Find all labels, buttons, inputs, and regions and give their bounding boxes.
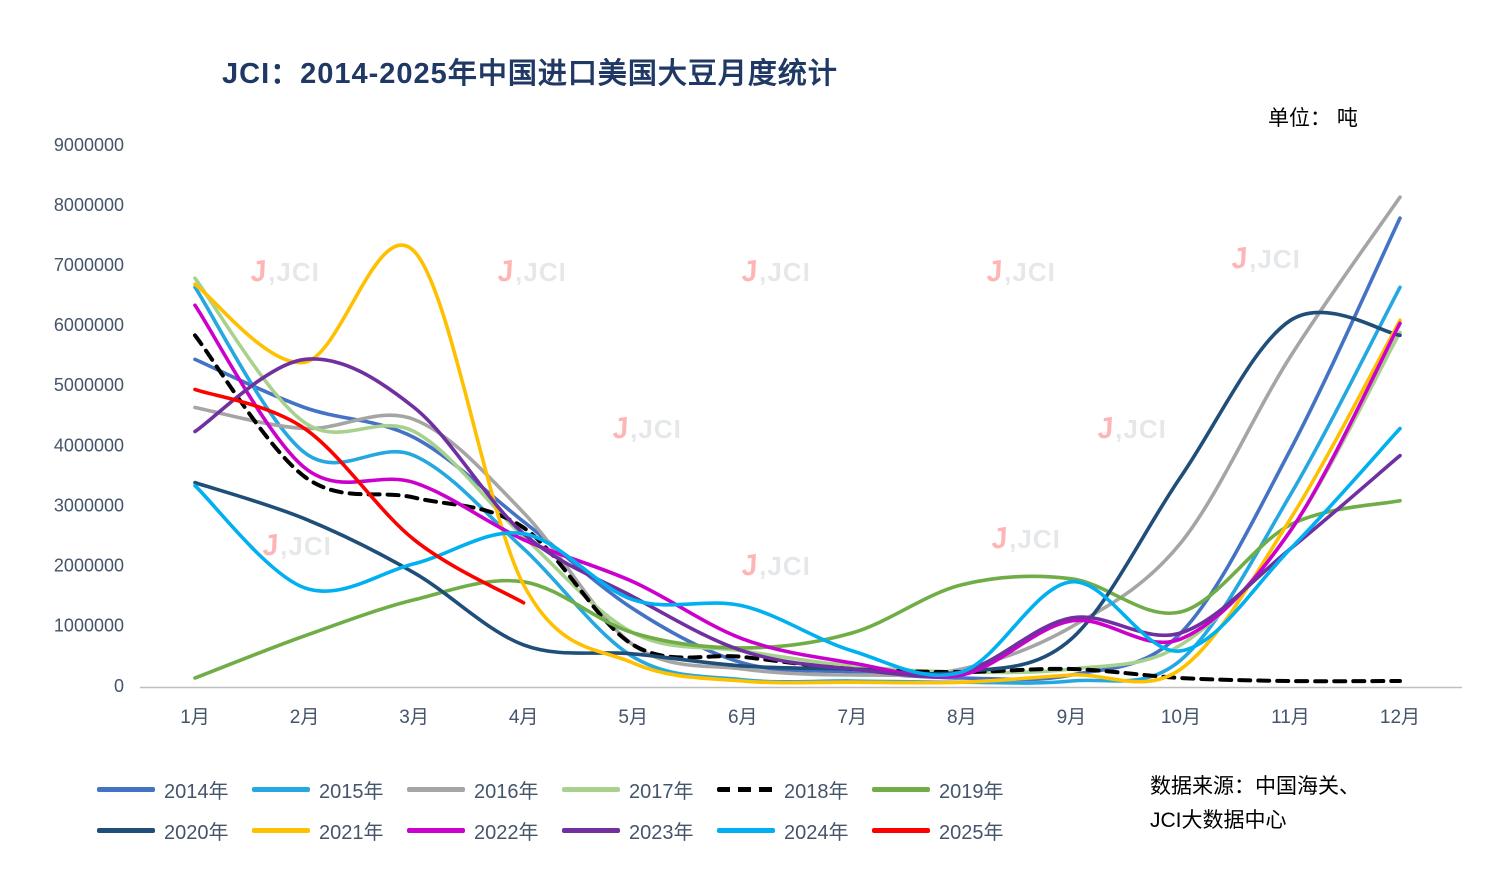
legend-item-2023年: 2023年 bbox=[562, 816, 717, 845]
legend-swatch bbox=[97, 828, 155, 833]
jci-watermark: J ,JCI bbox=[739, 549, 811, 583]
legend-label: 2021年 bbox=[319, 822, 384, 844]
jci-watermark-text: ,JCI bbox=[759, 551, 811, 581]
jci-watermark: J ,JCI bbox=[984, 255, 1056, 289]
series-line-2025年 bbox=[193, 387, 526, 605]
legend-swatch bbox=[97, 787, 155, 792]
y-axis-tick-label: 7000000 bbox=[54, 255, 124, 275]
legend-row-1: 2014年 2015年 2016年 2017年 2018年 2019年 bbox=[97, 775, 1027, 804]
series-line-2024年 bbox=[193, 426, 1402, 678]
data-source: 数据来源：中国海关、 JCI大数据中心 bbox=[1150, 770, 1360, 838]
legend-item-2018年: 2018年 bbox=[717, 775, 872, 804]
jci-watermark-text: ,JCI bbox=[280, 531, 332, 561]
legend-swatch bbox=[872, 787, 930, 792]
jci-watermark-text: ,JCI bbox=[759, 257, 811, 287]
legend-label: 2018年 bbox=[784, 781, 849, 803]
legend-swatch bbox=[562, 828, 620, 833]
data-source-line1: 数据来源：中国海关、 bbox=[1150, 775, 1360, 798]
jci-watermark: J ,JCI bbox=[1095, 412, 1167, 446]
y-axis-tick-label: 6000000 bbox=[54, 315, 124, 335]
jci-watermark-text: ,JCI bbox=[1249, 244, 1301, 274]
x-axis-month-label: 7月 bbox=[837, 707, 867, 728]
data-source-line2: JCI大数据中心 bbox=[1150, 809, 1287, 832]
legend-item-2022年: 2022年 bbox=[407, 816, 562, 845]
x-axis-month-label: 11月 bbox=[1271, 707, 1310, 728]
jci-watermark-text: ,JCI bbox=[1009, 524, 1061, 554]
legend-row-2: 2020年 2021年 2022年 2023年 2024年 2025年 bbox=[97, 816, 1027, 845]
chart-legend: 2014年 2015年 2016年 2017年 2018年 2019年 2020年 2021… bbox=[97, 775, 1027, 857]
jci-watermark: J ,JCI bbox=[989, 522, 1061, 556]
series-line-2023年 bbox=[193, 357, 1402, 678]
legend-label: 2017年 bbox=[629, 781, 694, 803]
legend-swatch bbox=[717, 828, 775, 833]
x-axis-month-label: 10月 bbox=[1161, 707, 1201, 728]
jci-watermark: J ,JCI bbox=[495, 255, 567, 289]
x-axis-month-label: 1月 bbox=[180, 707, 210, 728]
x-axis-month-label: 6月 bbox=[728, 707, 758, 728]
legend-swatch bbox=[872, 828, 930, 833]
legend-label: 2014年 bbox=[164, 781, 229, 803]
y-axis-tick-label: 2000000 bbox=[54, 556, 124, 576]
legend-swatch bbox=[407, 828, 465, 833]
legend-item-2019年: 2019年 bbox=[872, 775, 1027, 804]
jci-watermark-text: ,JCI bbox=[630, 414, 682, 444]
legend-label: 2020年 bbox=[164, 822, 229, 844]
jci-watermark-text: ,JCI bbox=[1004, 257, 1056, 287]
y-axis-tick-label: 4000000 bbox=[54, 435, 124, 455]
legend-label: 2023年 bbox=[629, 822, 694, 844]
jci-watermark: J ,JCI bbox=[610, 412, 682, 446]
chart-title: JCI：2014-2025年中国进口美国大豆月度统计 bbox=[222, 58, 838, 90]
series-line-2016年 bbox=[193, 195, 1402, 678]
x-axis-month-label: 4月 bbox=[509, 707, 539, 728]
series-line-2022年 bbox=[193, 303, 1402, 679]
legend-item-2015年: 2015年 bbox=[252, 775, 407, 804]
legend-item-2017年: 2017年 bbox=[562, 775, 717, 804]
y-axis-tick-label: 9000000 bbox=[54, 135, 124, 155]
x-axis-month-label: 5月 bbox=[618, 707, 648, 728]
line-chart: 0 1000000 2000000 3000000 4000000 5000000 6000… bbox=[54, 135, 1462, 728]
legend-swatch bbox=[252, 787, 310, 792]
y-axis-tick-label: 1000000 bbox=[54, 616, 124, 636]
unit-label: 单位： 吨 bbox=[1268, 107, 1358, 130]
legend-label: 2024年 bbox=[784, 822, 849, 844]
x-axis-month-label: 8月 bbox=[947, 707, 977, 728]
legend-item-2014年: 2014年 bbox=[97, 775, 252, 804]
legend-label: 2015年 bbox=[319, 781, 384, 803]
x-axis-month-label: 12月 bbox=[1380, 707, 1420, 728]
legend-swatch bbox=[717, 787, 775, 792]
jci-watermark-text: ,JCI bbox=[1115, 414, 1167, 444]
legend-label: 2019年 bbox=[939, 781, 1004, 803]
legend-item-2021年: 2021年 bbox=[252, 816, 407, 845]
legend-swatch bbox=[407, 787, 465, 792]
legend-label: 2025年 bbox=[939, 822, 1004, 844]
series-line-2019年 bbox=[193, 498, 1402, 680]
legend-swatch bbox=[562, 787, 620, 792]
series-line-2014年 bbox=[193, 216, 1402, 682]
y-axis-tick-label: 3000000 bbox=[54, 495, 124, 515]
legend-item-2016年: 2016年 bbox=[407, 775, 562, 804]
x-axis-month-label: 3月 bbox=[399, 707, 429, 728]
jci-watermark: J ,JCI bbox=[1229, 242, 1301, 276]
jci-watermark-text: ,JCI bbox=[515, 257, 567, 287]
jci-watermark: J ,JCI bbox=[248, 255, 320, 289]
legend-item-2024年: 2024年 bbox=[717, 816, 872, 845]
x-axis-month-label: 2月 bbox=[290, 707, 320, 728]
legend-swatch bbox=[252, 828, 310, 833]
y-axis-tick-label: 5000000 bbox=[54, 375, 124, 395]
x-axis-month-label: 9月 bbox=[1057, 707, 1087, 728]
jci-watermark: J ,JCI bbox=[739, 255, 811, 289]
legend-item-2020年: 2020年 bbox=[97, 816, 252, 845]
y-axis-tick-label: 0 bbox=[114, 676, 124, 696]
jci-watermark-text: ,JCI bbox=[268, 257, 320, 287]
series-line-2018年 bbox=[193, 333, 1402, 684]
legend-label: 2016年 bbox=[474, 781, 539, 803]
jci-watermark: J ,JCI bbox=[260, 529, 332, 563]
legend-label: 2022年 bbox=[474, 822, 539, 844]
y-axis-tick-label: 8000000 bbox=[54, 195, 124, 215]
legend-item-2025年: 2025年 bbox=[872, 816, 1027, 845]
